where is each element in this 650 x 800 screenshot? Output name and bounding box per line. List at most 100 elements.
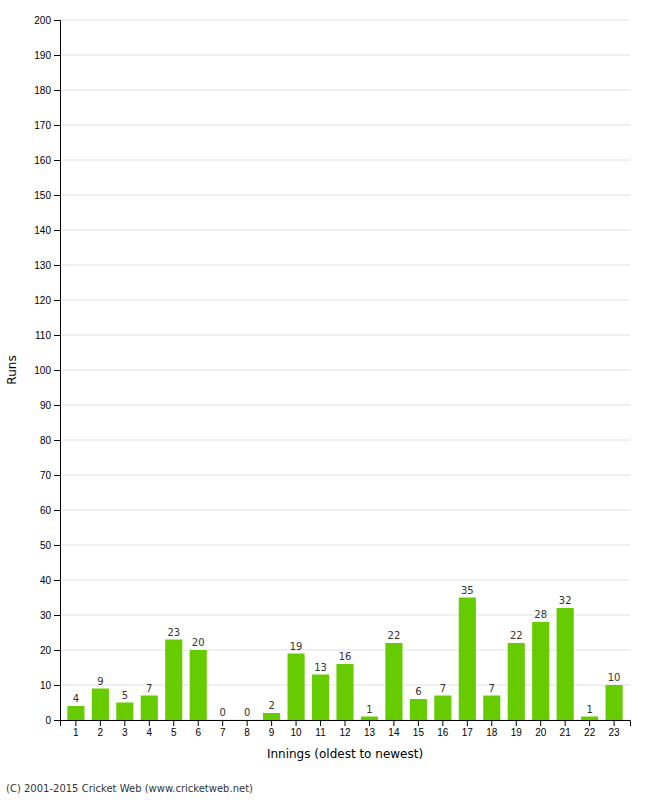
tick-mark [589,720,590,726]
tick-label: 150 [34,190,51,201]
x-tick: 15 [413,720,425,738]
grid-line [60,195,630,196]
data-labels: 4957232000219131612267357222832110 [73,585,621,719]
data-label: 0 [219,707,225,718]
tick-label: 100 [34,365,51,376]
data-label: 32 [559,595,572,606]
grid-line [60,580,630,581]
tick-mark [100,720,101,726]
data-label: 1 [366,704,372,715]
x-tick: 1 [73,720,79,738]
tick-label: 5 [171,727,177,738]
x-tick: 21 [560,720,572,738]
data-label: 1 [586,704,592,715]
x-tick: 3 [122,720,128,738]
tick-label: 40 [40,575,52,586]
y-tick: 160 [34,155,60,166]
tick-mark [516,720,517,726]
tick-mark [54,230,60,231]
tick-mark [54,720,60,721]
tick-label: 4 [147,727,153,738]
grid-line [60,510,630,511]
y-axis: 0102030405060708090100110120130140150160… [34,15,60,726]
tick-label: 70 [40,470,52,481]
tick-mark [345,720,346,726]
bar [410,699,427,720]
x-axis-title: Innings (oldest to newest) [267,747,423,761]
tick-mark [247,720,248,726]
tick-label: 10 [291,727,303,738]
tick-mark [54,545,60,546]
tick-label: 0 [45,715,51,726]
data-label: 22 [388,630,401,641]
tick-label: 17 [462,727,474,738]
y-tick: 170 [34,120,60,131]
y-tick: 150 [34,190,60,201]
tick-mark [491,720,492,726]
bar [361,717,378,721]
bars [67,598,622,721]
tick-label: 20 [40,645,52,656]
data-label: 7 [146,683,152,694]
tick-label: 13 [364,727,376,738]
bar [336,664,353,720]
y-tick: 70 [40,470,60,481]
tick-label: 14 [388,727,400,738]
tick-label: 130 [34,260,51,271]
data-label: 19 [290,641,303,652]
y-tick: 120 [34,295,60,306]
x-tick: 10 [291,720,303,738]
tick-mark [54,650,60,651]
bar [581,717,598,721]
tick-mark [320,720,321,726]
y-tick: 130 [34,260,60,271]
grid-line [60,370,630,371]
bar [434,696,451,721]
tick-mark [54,335,60,336]
tick-label: 3 [122,727,128,738]
tick-mark [54,20,60,21]
data-label: 9 [97,676,103,687]
tick-label: 1 [73,727,79,738]
grid-line [60,230,630,231]
tick-label: 23 [609,727,621,738]
tick-mark [271,720,272,726]
tick-mark [54,300,60,301]
data-label: 6 [415,686,421,697]
tick-label: 50 [40,540,52,551]
grid-line [60,20,630,21]
tick-mark [565,720,566,726]
grid-line [60,90,630,91]
x-tick: 2 [98,720,104,738]
data-label: 7 [440,683,446,694]
bar [67,706,84,720]
bar [92,689,109,721]
tick-mark [393,720,394,726]
y-tick: 60 [40,505,60,516]
tick-label: 80 [40,435,52,446]
y-tick: 20 [40,645,60,656]
bar [190,650,207,720]
data-label: 13 [314,662,327,673]
axis-domain [54,21,61,721]
tick-mark [467,720,468,726]
tick-mark [54,370,60,371]
tick-label: 9 [269,727,275,738]
tick-label: 7 [220,727,226,738]
y-tick: 180 [34,85,60,96]
tick-mark [54,90,60,91]
bar [385,643,402,720]
y-tick: 40 [40,575,60,586]
tick-label: 110 [35,330,51,341]
grid-line [60,55,630,56]
x-tick: 14 [388,720,400,738]
grid-line [60,440,630,441]
bar [239,720,256,721]
tick-label: 15 [413,727,425,738]
tick-label: 140 [34,225,51,236]
y-tick: 190 [34,50,60,61]
data-label: 4 [73,693,79,704]
tick-label: 180 [34,85,51,96]
x-tick: 22 [584,720,596,738]
grid-line [60,335,630,336]
